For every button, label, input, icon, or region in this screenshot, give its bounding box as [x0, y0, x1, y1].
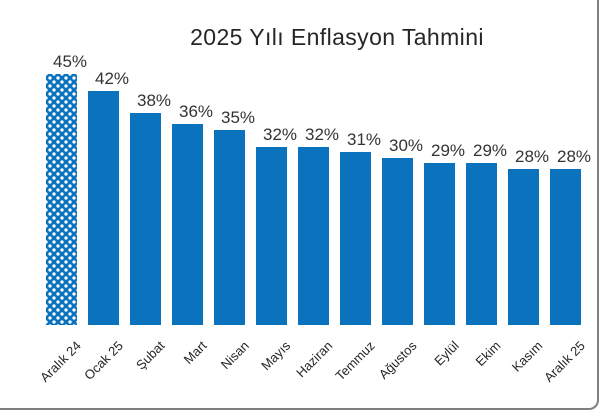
bar: [549, 169, 581, 325]
x-axis-label: Mayıs: [258, 338, 294, 374]
x-axis-label: Aralık 24: [36, 338, 84, 385]
x-axis-label: Haziran: [293, 338, 336, 381]
value-label: 42%: [94, 69, 130, 88]
value-label: 45%: [52, 52, 88, 71]
value-label: 28%: [514, 147, 550, 166]
value-label: 28%: [556, 147, 592, 166]
x-axis-label: Ağustos: [375, 338, 420, 382]
value-label: 32%: [304, 125, 340, 144]
x-axis-label: Mart: [180, 338, 210, 367]
bar: [297, 147, 329, 325]
value-label: 35%: [220, 108, 256, 127]
bar: [339, 152, 371, 325]
bar-patterned: [45, 74, 77, 325]
bar: [423, 163, 455, 325]
bar: [213, 130, 245, 325]
x-axis-label: Aralık 25: [540, 338, 588, 385]
value-label: 31%: [346, 130, 382, 149]
x-axis-label: Temmuz: [332, 338, 378, 384]
value-label: 29%: [472, 141, 508, 160]
bar: [87, 91, 119, 325]
x-axis-label: Ocak 25: [80, 338, 126, 383]
bar: [465, 163, 497, 325]
bar: [171, 124, 203, 325]
value-label: 29%: [430, 141, 466, 160]
bar: [255, 147, 287, 325]
x-axis-label: Eylül: [431, 338, 462, 369]
x-axis-label: Şubat: [132, 338, 168, 373]
value-label: 32%: [262, 125, 298, 144]
x-axis-label: Nisan: [217, 338, 252, 373]
bar: [381, 158, 413, 325]
value-label: 30%: [388, 136, 424, 155]
value-label: 36%: [178, 102, 214, 121]
value-label: 38%: [136, 91, 172, 110]
bar: [129, 113, 161, 325]
chart-title: 2025 Yılı Enflasyon Tahmini: [190, 24, 484, 50]
x-axis-label: Kasım: [508, 338, 546, 375]
x-axis-label: Ekim: [472, 338, 504, 370]
bar: [507, 169, 539, 325]
